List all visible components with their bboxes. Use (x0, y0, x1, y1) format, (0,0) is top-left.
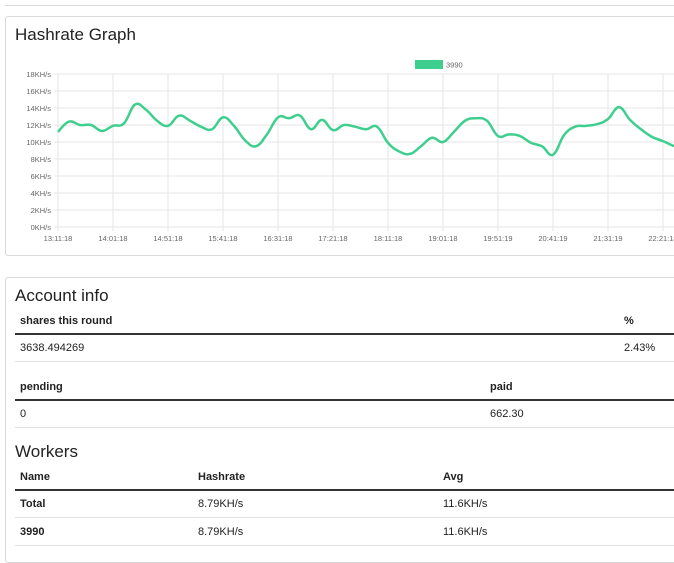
x-tick-label: 17:21:18 (318, 234, 347, 243)
legend-label: 3990 (446, 61, 463, 70)
row-rule (15, 427, 674, 428)
x-tick-label: 14:01:18 (98, 234, 127, 243)
header-rule (15, 399, 674, 401)
y-tick-label: 6KH/s (31, 172, 52, 181)
series-line (57, 102, 674, 157)
chart: 0KH/s 2KH/s 4KH/s 6KH/s 8KH/s 10KH/s 12KH/s 14K… (26, 60, 674, 243)
y-tick-label: 0KH/s (31, 223, 52, 232)
header-rule (15, 489, 674, 491)
row-rule (15, 545, 674, 546)
x-tick-label: 19:01:18 (428, 234, 457, 243)
y-tick-label: 18KH/s (26, 70, 51, 79)
y-tick-label: 2KH/s (31, 206, 52, 215)
x-tick-label: 18:11:18 (374, 234, 403, 243)
account-card (5, 277, 674, 563)
section-title: Workers (15, 442, 78, 461)
table-header: Hashrate (198, 471, 246, 483)
table-cell: 11.6KH/s (443, 526, 488, 538)
x-tick-label: 14:51:18 (153, 234, 182, 243)
x-tick-label: 13:11:18 (44, 234, 73, 243)
table-cell: 11.6KH/s (443, 498, 488, 510)
x-tick-label: 22:21:18 (648, 234, 674, 243)
table-cell: 8.79KH/s (198, 498, 244, 510)
row-rule (15, 517, 674, 518)
table-cell: Total (20, 498, 46, 510)
table-header: paid (490, 381, 513, 393)
table-cell: 2.43% (624, 342, 656, 354)
y-tick-label: 8KH/s (31, 155, 52, 164)
table-header: % (624, 315, 634, 327)
section-title: Account info (15, 286, 109, 305)
top-border (5, 5, 674, 6)
table-cell: 662.30 (490, 408, 524, 420)
table-header: pending (20, 381, 63, 393)
y-tick-label: 16KH/s (26, 87, 51, 96)
table-header: shares this round (20, 315, 113, 327)
x-tick-label: 16:31:18 (263, 234, 292, 243)
y-tick-label: 10KH/s (26, 138, 51, 147)
table-cell: 0 (20, 408, 27, 420)
x-tick-label: 19:51:19 (483, 234, 512, 243)
row-rule (15, 361, 674, 362)
table-cell: 3638.494269 (20, 342, 85, 354)
legend-swatch (415, 60, 443, 69)
table-header: Name (20, 471, 50, 483)
y-tick-label: 12KH/s (26, 121, 51, 130)
x-tick-label: 20:41:19 (538, 234, 567, 243)
table-cell: 3990 (20, 526, 45, 538)
card-title: Hashrate Graph (15, 25, 136, 44)
table-cell: 8.79KH/s (198, 526, 244, 538)
y-tick-label: 4KH/s (31, 189, 52, 198)
header-rule (15, 333, 674, 335)
y-tick-label: 14KH/s (26, 104, 51, 113)
table-header: Avg (443, 471, 464, 483)
x-tick-label: 21:31:19 (593, 234, 622, 243)
x-tick-label: 15:41:18 (208, 234, 237, 243)
